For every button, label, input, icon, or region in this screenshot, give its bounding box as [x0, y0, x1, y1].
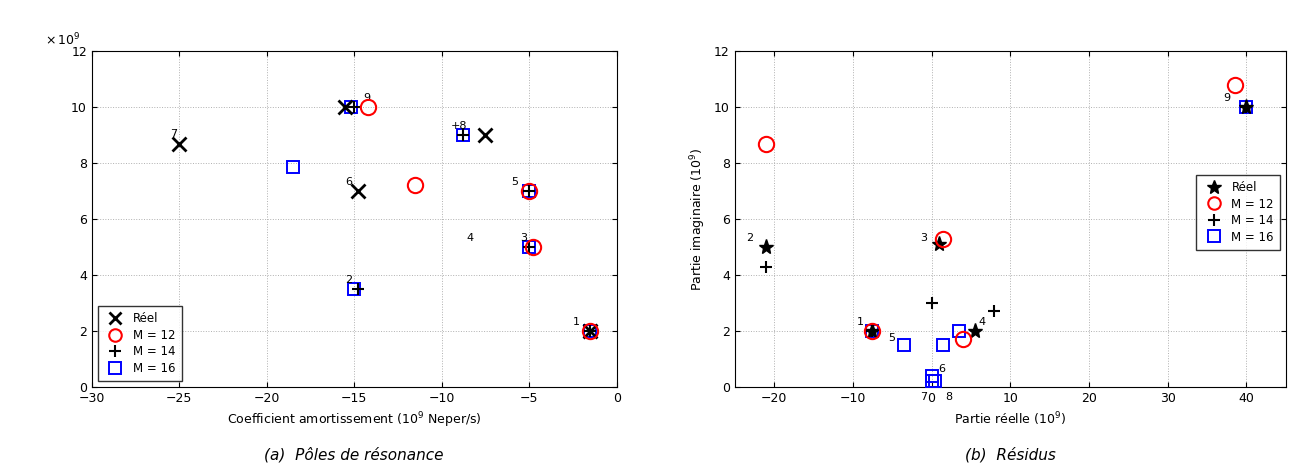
X-axis label: Partie réelle (10$^9$): Partie réelle (10$^9$) — [954, 410, 1067, 428]
X-axis label: Coefficient amortissement (10$^9$ Neper/s): Coefficient amortissement (10$^9$ Neper/… — [227, 410, 482, 430]
Y-axis label: Partie imaginaire (10$^9$): Partie imaginaire (10$^9$) — [689, 147, 708, 291]
Text: 1: 1 — [573, 317, 580, 327]
Text: 7: 7 — [171, 130, 177, 139]
Text: 6: 6 — [345, 177, 353, 187]
Text: 2: 2 — [345, 275, 353, 285]
Text: $\times\,10^9$: $\times\,10^9$ — [45, 31, 80, 48]
Text: 6: 6 — [938, 364, 945, 374]
Legend: Réel, M = 12, M = 14, M = 16: Réel, M = 12, M = 14, M = 16 — [1197, 175, 1281, 249]
Text: 9: 9 — [363, 93, 370, 103]
Text: 7: 7 — [920, 392, 926, 402]
Text: 3: 3 — [920, 233, 926, 243]
Text: 2: 2 — [747, 233, 753, 243]
Text: 1: 1 — [857, 317, 863, 327]
Text: 5: 5 — [888, 334, 895, 343]
Text: 4: 4 — [979, 317, 985, 327]
Text: +8: +8 — [450, 121, 467, 131]
Text: 9: 9 — [1223, 93, 1229, 103]
Text: (b)  Résidus: (b) Résidus — [964, 447, 1056, 463]
Text: (a)  Pôles de résonance: (a) Pôles de résonance — [265, 447, 443, 463]
Text: 8: 8 — [946, 392, 953, 402]
Legend: Réel, M = 12, M = 14, M = 16: Réel, M = 12, M = 14, M = 16 — [97, 307, 181, 381]
Text: 5: 5 — [512, 177, 518, 187]
Text: 4: 4 — [466, 233, 474, 243]
Text: 3: 3 — [521, 233, 527, 243]
